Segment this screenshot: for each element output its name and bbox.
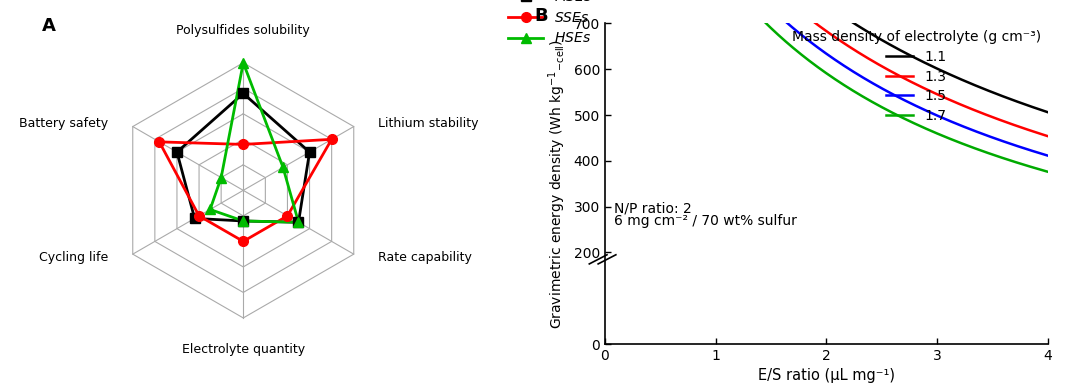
Line: 1.7: 1.7 bbox=[605, 0, 1048, 172]
Text: Lithium stability: Lithium stability bbox=[378, 117, 478, 129]
1.7 bbox=[1041, 169, 1054, 174]
Y-axis label: Gravimetric energy density (Wh kg$^{-1}$$_\mathregular{-cell}$): Gravimetric energy density (Wh kg$^{-1}$… bbox=[546, 39, 568, 329]
1.3 bbox=[903, 78, 916, 83]
Text: 6 mg cm⁻² / 70 wt% sulfur: 6 mg cm⁻² / 70 wt% sulfur bbox=[613, 214, 797, 228]
X-axis label: E/S ratio (μL mg⁻¹): E/S ratio (μL mg⁻¹) bbox=[758, 368, 894, 384]
Text: N/P ratio: 2: N/P ratio: 2 bbox=[613, 202, 691, 216]
Text: Rate capability: Rate capability bbox=[378, 251, 472, 264]
1.3 bbox=[794, 9, 807, 13]
1.5 bbox=[778, 18, 791, 22]
Line: 1.1: 1.1 bbox=[605, 0, 1048, 112]
1.5 bbox=[903, 100, 916, 105]
Text: Electrolyte quantity: Electrolyte quantity bbox=[181, 343, 305, 357]
1.7 bbox=[944, 136, 957, 141]
1.1 bbox=[951, 76, 964, 81]
1.1 bbox=[944, 72, 957, 77]
Legend: 1.1, 1.3, 1.5, 1.7: 1.1, 1.3, 1.5, 1.7 bbox=[792, 30, 1041, 123]
Line: 1.3: 1.3 bbox=[605, 0, 1048, 136]
1.3 bbox=[944, 98, 957, 102]
Line: 1.5: 1.5 bbox=[605, 0, 1048, 156]
Text: A: A bbox=[42, 17, 55, 35]
1.1 bbox=[903, 52, 916, 57]
Text: B: B bbox=[534, 7, 548, 25]
1.7 bbox=[951, 140, 964, 144]
Text: Battery safety: Battery safety bbox=[19, 117, 109, 129]
1.7 bbox=[794, 51, 807, 56]
Text: Cycling life: Cycling life bbox=[39, 251, 109, 264]
Text: Polysulfides solubility: Polysulfides solubility bbox=[176, 24, 310, 37]
1.7 bbox=[778, 38, 791, 42]
1.7 bbox=[903, 118, 916, 123]
1.5 bbox=[1041, 153, 1054, 158]
1.5 bbox=[951, 122, 964, 127]
1.3 bbox=[951, 101, 964, 106]
1.3 bbox=[1041, 134, 1054, 138]
1.1 bbox=[1041, 110, 1054, 115]
Legend: $MSEs$, $SSEs$, $HSEs$: $MSEs$, $SSEs$, $HSEs$ bbox=[509, 0, 593, 45]
1.5 bbox=[794, 31, 807, 36]
1.5 bbox=[944, 119, 957, 124]
